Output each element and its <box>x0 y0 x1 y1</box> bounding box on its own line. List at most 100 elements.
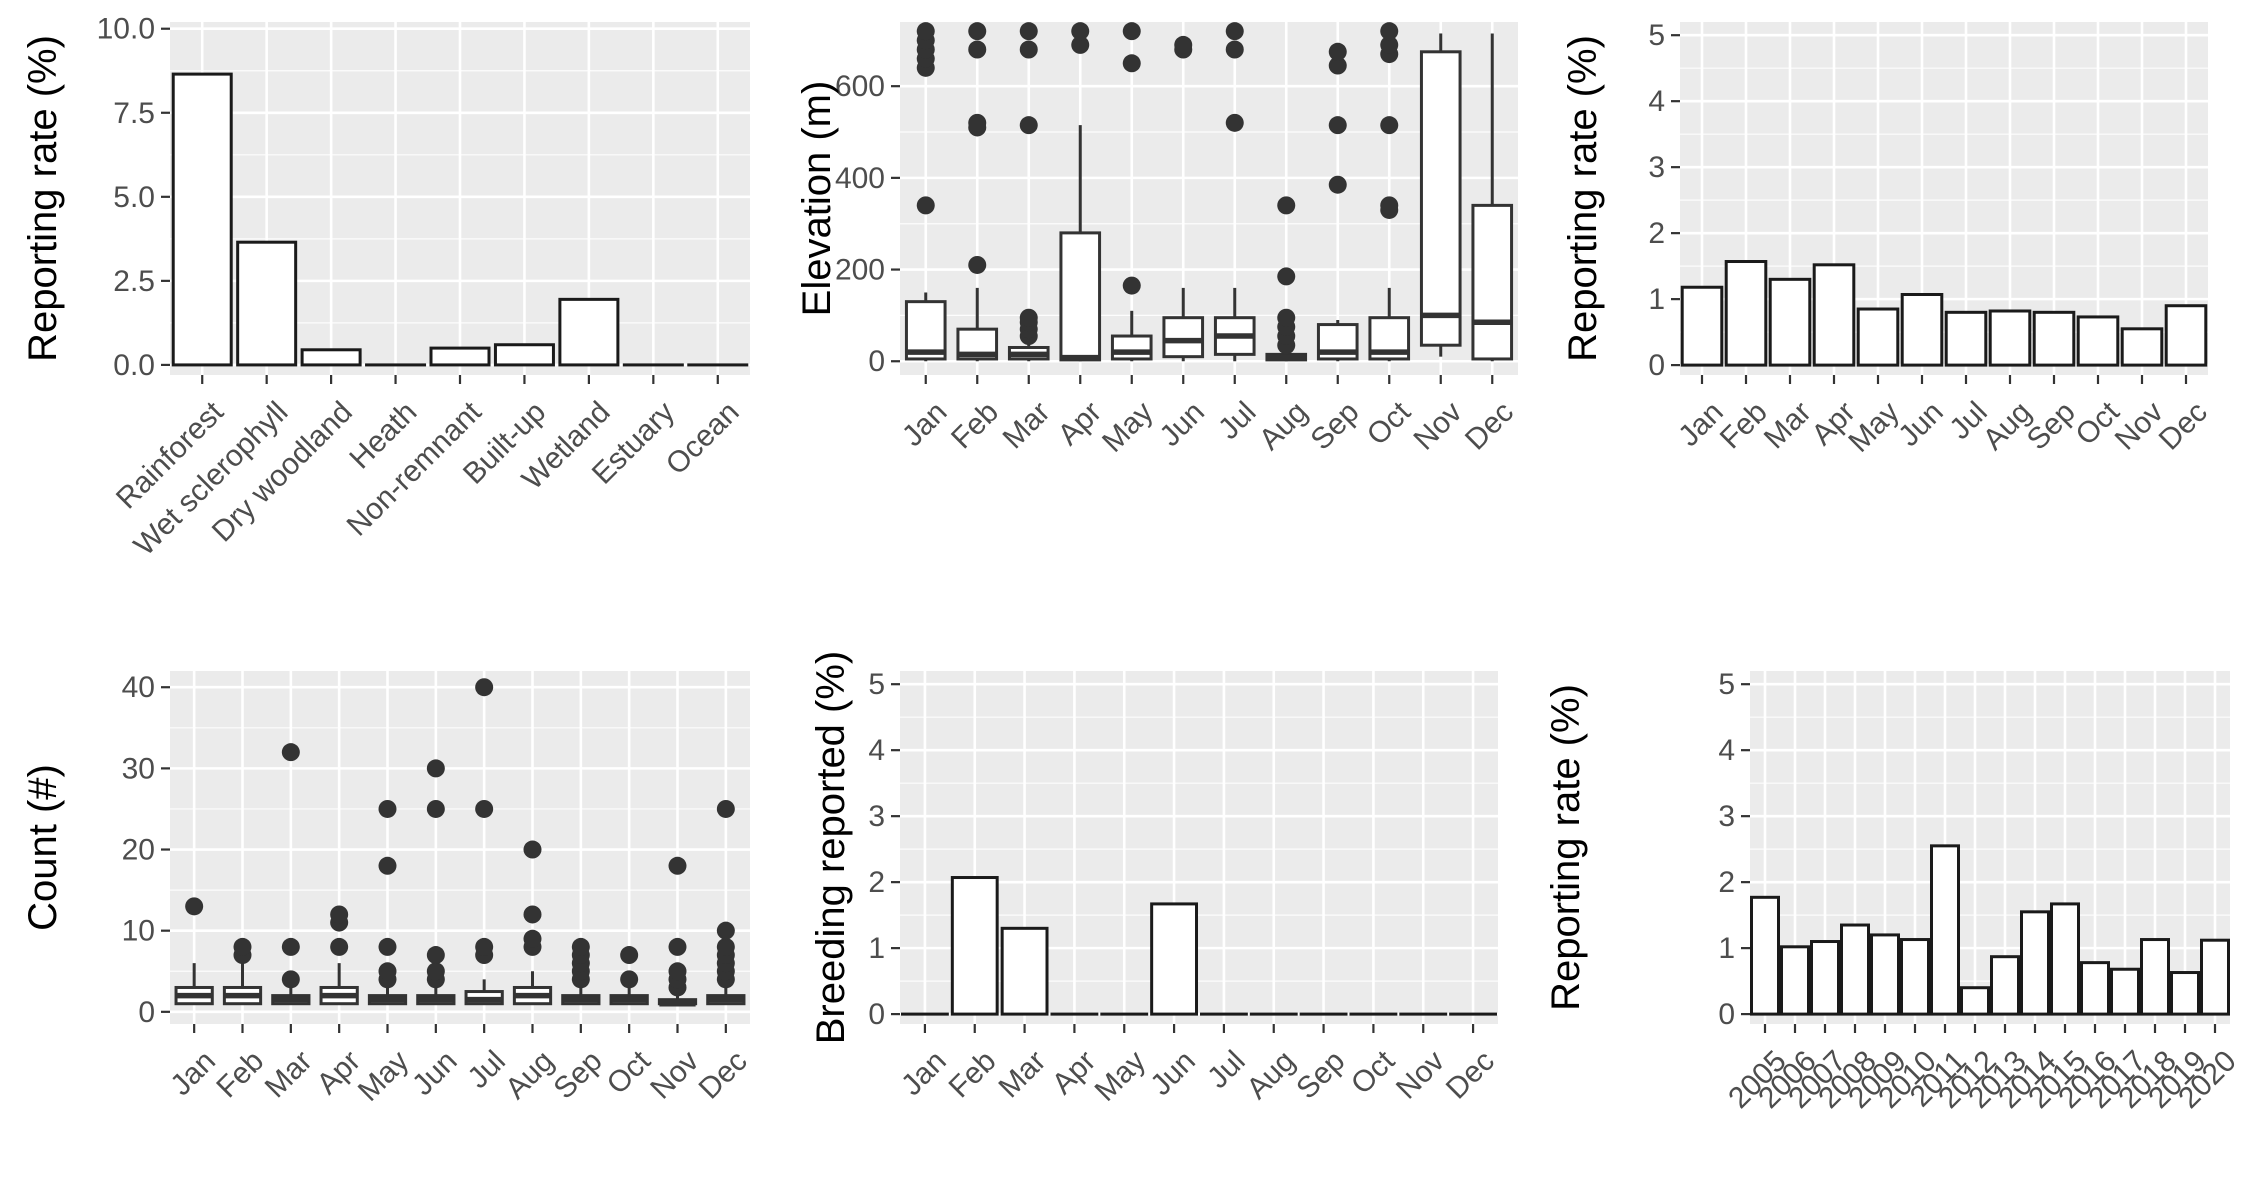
y-tick-label: 200 <box>835 254 885 287</box>
panel-monthly-reporting: 012345JanFebMarAprMayJunJulAugSepOctNovD… <box>1561 19 2214 459</box>
box-jun <box>416 759 456 1006</box>
x-tick-label-jun: Jun <box>406 1044 464 1102</box>
bar-wetland <box>558 297 620 367</box>
outlier-point <box>426 962 445 981</box>
box-apr <box>1059 22 1102 362</box>
outlier-point <box>916 196 935 215</box>
x-tick-label-oct: Oct <box>601 1044 658 1101</box>
y-tick-label: 2 <box>1718 866 1735 899</box>
box-feb <box>956 22 999 362</box>
outlier-point <box>1277 308 1296 327</box>
x-tick-label-sep: Sep <box>548 1044 609 1105</box>
outlier-point <box>523 840 542 859</box>
box-iqr <box>1162 316 1205 359</box>
x-tick-label-may: May <box>1096 395 1159 458</box>
panel-background <box>1680 22 2208 375</box>
outlier-point <box>1071 22 1090 41</box>
outlier-point <box>475 678 494 697</box>
bar-2019 <box>2170 971 2200 1016</box>
box-jan <box>904 22 947 362</box>
x-tick-label-may: May <box>352 1044 415 1107</box>
box-sep <box>1316 42 1359 362</box>
box-apr <box>319 905 359 1006</box>
box-aug <box>1265 196 1308 362</box>
x-tick-label-mar: Mar <box>259 1044 319 1104</box>
outlier-point <box>1071 35 1090 54</box>
bar-may <box>1856 307 1900 367</box>
panel-background <box>170 671 750 1024</box>
bar-2018 <box>2140 938 2170 1016</box>
box-may <box>1110 22 1153 362</box>
outlier-point <box>1380 22 1399 41</box>
outlier-point <box>968 22 987 41</box>
outlier-point <box>281 970 300 989</box>
outlier-point <box>1277 267 1296 286</box>
bar-2011 <box>1930 844 1960 1016</box>
outlier-point <box>523 929 542 948</box>
bar-2013 <box>1990 955 2020 1016</box>
bar-2014 <box>2020 910 2050 1016</box>
outlier-point <box>668 962 687 981</box>
bar-2006 <box>1780 945 1810 1016</box>
bar-feb <box>950 876 999 1016</box>
bar-2010 <box>1900 938 1930 1016</box>
outlier-point <box>916 22 935 41</box>
bar-jul <box>1944 310 1988 367</box>
panel-background <box>900 671 1498 1024</box>
y-tick-label: 20 <box>122 834 155 867</box>
outlier-point <box>378 962 397 981</box>
bar-sep <box>2032 310 2076 367</box>
outlier-point <box>1277 196 1296 215</box>
x-tick-label-dec: Dec <box>1440 1044 1501 1105</box>
y-axis-title: Reporting rate (%) <box>21 35 65 362</box>
panel-count: 010203040JanFebMarAprMayJunJulAugSepOctN… <box>21 671 754 1108</box>
outlier-point <box>1328 175 1347 194</box>
y-tick-label: 5 <box>868 668 885 701</box>
box-mar <box>1007 22 1050 362</box>
bar-nov <box>2120 327 2164 367</box>
y-tick-label: 7.5 <box>113 97 155 130</box>
box-jul <box>464 678 504 1006</box>
x-tick-label-feb: Feb <box>945 395 1005 455</box>
outlier-point <box>1174 35 1193 54</box>
y-tick-label: 4 <box>1648 85 1665 118</box>
outlier-point <box>668 937 687 956</box>
x-tick-label-jul: Jul <box>1212 395 1262 445</box>
bar-non-remnant <box>429 346 491 367</box>
x-tick-label-jan: Jan <box>895 1044 953 1102</box>
y-tick-label: 3 <box>1648 151 1665 184</box>
outlier-point <box>1380 116 1399 135</box>
y-axis-title: Breeding reported (%) <box>809 651 853 1045</box>
x-tick-label-jun: Jun <box>1892 395 1950 453</box>
x-tick-label-sep: Sep <box>1290 1044 1351 1105</box>
y-tick-label: 30 <box>122 752 155 785</box>
outlier-point <box>1122 54 1141 73</box>
y-tick-label: 5.0 <box>113 181 155 214</box>
outlier-point <box>233 937 252 956</box>
y-tick-label: 40 <box>122 671 155 704</box>
outlier-point <box>1225 113 1244 132</box>
y-tick-label: 10 <box>122 915 155 948</box>
outlier-point <box>668 856 687 875</box>
x-tick-label-mar: Mar <box>993 1044 1053 1104</box>
y-tick-label: 0.0 <box>113 349 155 382</box>
y-tick-label: 1 <box>1718 932 1735 965</box>
x-tick-label-jan: Jan <box>896 395 954 453</box>
box-nov <box>1419 33 1462 357</box>
outlier-point <box>185 897 204 916</box>
y-tick-label: 4 <box>868 734 885 767</box>
y-tick-label: 2.5 <box>113 265 155 298</box>
box-iqr <box>1110 334 1153 361</box>
box-aug <box>512 840 553 1006</box>
x-tick-label-nov: Nov <box>644 1044 705 1105</box>
box-oct <box>1368 22 1411 362</box>
y-axis-title: Reporting rate (%) <box>1544 684 1588 1011</box>
y-tick-label: 4 <box>1718 734 1735 767</box>
x-tick-label-jul: Jul <box>1201 1044 1251 1094</box>
y-tick-label: 0 <box>1648 349 1665 382</box>
x-tick-label-apr: Apr <box>1052 395 1108 451</box>
bar-jan <box>1680 285 1724 367</box>
outlier-point <box>1122 22 1141 41</box>
bar-oct <box>2076 315 2120 367</box>
